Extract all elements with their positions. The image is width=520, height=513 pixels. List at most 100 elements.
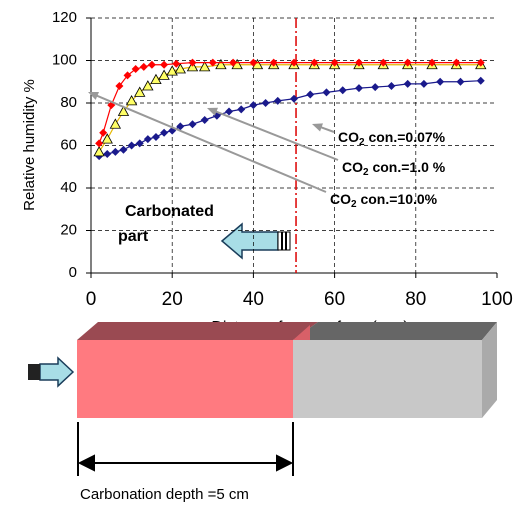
marker bbox=[249, 58, 258, 67]
annotation: CO2 con.=10.0% bbox=[330, 191, 438, 210]
annotation: CO2 con.=0.07% bbox=[338, 129, 446, 148]
marker bbox=[123, 71, 132, 80]
marker bbox=[166, 65, 178, 76]
marker bbox=[290, 94, 298, 103]
annotation-arrowhead bbox=[88, 91, 99, 100]
marker bbox=[428, 58, 437, 67]
marker bbox=[111, 147, 120, 156]
marker bbox=[215, 58, 227, 70]
marker bbox=[160, 128, 169, 137]
marker bbox=[419, 79, 428, 88]
y-tick-label: 100 bbox=[52, 51, 77, 68]
x-tick-label: 100 bbox=[481, 289, 513, 310]
marker bbox=[249, 101, 258, 110]
marker bbox=[237, 105, 246, 114]
x-tick-label: 0 bbox=[86, 289, 97, 310]
annotation-arrowhead bbox=[207, 107, 218, 116]
marker bbox=[310, 58, 319, 67]
marker bbox=[273, 96, 282, 105]
annotation-text: con.=1.0 % bbox=[369, 159, 446, 175]
depth-dimension bbox=[77, 422, 294, 476]
marker bbox=[354, 84, 363, 93]
marker bbox=[371, 83, 380, 92]
marker bbox=[93, 146, 105, 157]
x-tick-label: 80 bbox=[405, 289, 426, 310]
marker bbox=[147, 60, 156, 69]
marker bbox=[109, 118, 122, 129]
marker bbox=[95, 139, 104, 148]
marker bbox=[131, 65, 140, 73]
annotation-text: CO bbox=[330, 191, 351, 207]
marker bbox=[199, 61, 211, 72]
annotation-text: con.=10.0% bbox=[357, 191, 438, 207]
marker bbox=[403, 58, 412, 67]
marker bbox=[174, 63, 186, 74]
marker bbox=[117, 105, 130, 116]
x-tick-label: 20 bbox=[162, 289, 183, 310]
marker bbox=[354, 58, 363, 67]
x-tick-label: 40 bbox=[243, 289, 264, 310]
marker bbox=[176, 122, 185, 131]
marker bbox=[127, 141, 136, 150]
annotation-arrow bbox=[319, 125, 335, 133]
specimen bbox=[77, 322, 497, 418]
marker bbox=[125, 95, 138, 106]
marker bbox=[261, 99, 270, 107]
annotation: CO2 con.=1.0 % bbox=[342, 159, 446, 178]
marker bbox=[225, 107, 234, 116]
marker bbox=[200, 116, 209, 124]
annotation-arrowhead bbox=[312, 123, 323, 132]
y-tick-label: 80 bbox=[60, 94, 77, 111]
marker bbox=[379, 58, 388, 67]
marker bbox=[158, 69, 170, 80]
marker bbox=[150, 73, 162, 85]
depth-label: Carbonation depth =5 cm bbox=[80, 486, 249, 503]
marker bbox=[208, 58, 217, 67]
marker bbox=[403, 79, 412, 88]
y-tick-label: 20 bbox=[60, 221, 77, 238]
annotation-text: CO bbox=[338, 129, 359, 145]
marker bbox=[338, 86, 347, 95]
annotation-subscript: 2 bbox=[359, 137, 365, 148]
marker bbox=[188, 120, 197, 129]
marker bbox=[188, 58, 197, 67]
marker bbox=[456, 77, 465, 86]
marker bbox=[387, 82, 396, 90]
marker bbox=[142, 80, 154, 91]
marker bbox=[119, 145, 128, 154]
marker bbox=[476, 76, 485, 85]
marker bbox=[103, 150, 112, 158]
marker bbox=[269, 58, 278, 67]
annotation-text: con.=0.07% bbox=[365, 129, 446, 145]
region-label: part bbox=[118, 228, 149, 245]
y-tick-label: 0 bbox=[69, 264, 77, 281]
annotation-arrow bbox=[214, 110, 339, 161]
annotation-text: CO bbox=[342, 159, 363, 175]
marker bbox=[476, 58, 485, 67]
carbonation-arrow bbox=[220, 222, 291, 260]
marker bbox=[160, 60, 169, 69]
marker bbox=[452, 58, 461, 67]
marker bbox=[330, 58, 339, 67]
marker bbox=[135, 139, 144, 148]
y-tick-label: 120 bbox=[52, 9, 77, 26]
marker bbox=[115, 82, 124, 90]
marker bbox=[101, 133, 113, 144]
marker bbox=[172, 59, 181, 68]
marker bbox=[229, 58, 238, 67]
marker bbox=[134, 86, 146, 97]
annotation-subscript: 2 bbox=[363, 167, 369, 178]
annotation-subscript: 2 bbox=[351, 199, 357, 210]
marker bbox=[143, 135, 152, 144]
marker bbox=[139, 62, 148, 71]
annotation-arrow bbox=[94, 94, 327, 193]
y-tick-label: 60 bbox=[60, 136, 77, 153]
marker bbox=[290, 58, 298, 67]
exposure-arrow bbox=[28, 356, 75, 388]
marker bbox=[436, 77, 445, 86]
y-tick-label: 40 bbox=[60, 179, 77, 196]
marker bbox=[151, 133, 160, 141]
marker bbox=[306, 90, 315, 99]
